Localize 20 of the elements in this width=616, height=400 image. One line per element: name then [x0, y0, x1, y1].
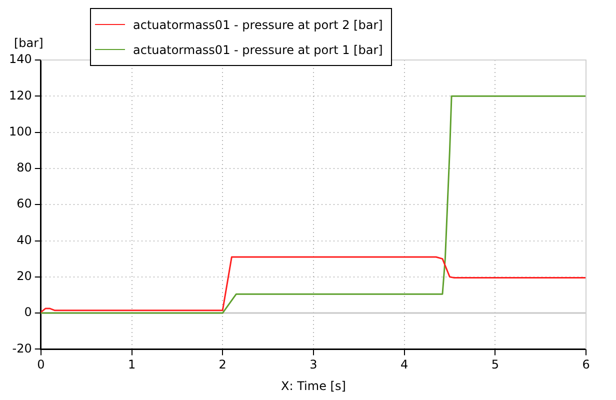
y-tick-label: 40	[16, 232, 32, 247]
x-tick-label: 6	[582, 358, 590, 372]
x-tick-label: 3	[310, 358, 318, 372]
legend-label: actuatormass01 - pressure at port 1 [bar]	[132, 42, 383, 58]
y-tick-label: 120	[9, 88, 32, 102]
x-tick-label: 2	[218, 358, 226, 372]
y-tick-label: 100	[9, 124, 32, 138]
y-tick-label: 0	[24, 305, 32, 320]
y-axis-title: [bar]	[14, 36, 44, 50]
y-tick-label: 60	[16, 196, 32, 211]
x-tick-label: 0	[37, 358, 45, 372]
legend-label: actuatormass01 - pressure at port 2 [bar]	[132, 16, 383, 34]
y-tick-label: -20	[12, 341, 32, 356]
x-tick-label: 1	[128, 358, 136, 372]
x-tick-label: 5	[491, 358, 499, 372]
x-axis-title: X: Time [s]	[281, 378, 346, 393]
y-tick-label: 20	[16, 269, 32, 284]
x-tick-label: 4	[400, 358, 408, 372]
y-tick-label: 140	[9, 52, 32, 66]
y-tick-label: 80	[16, 160, 32, 175]
